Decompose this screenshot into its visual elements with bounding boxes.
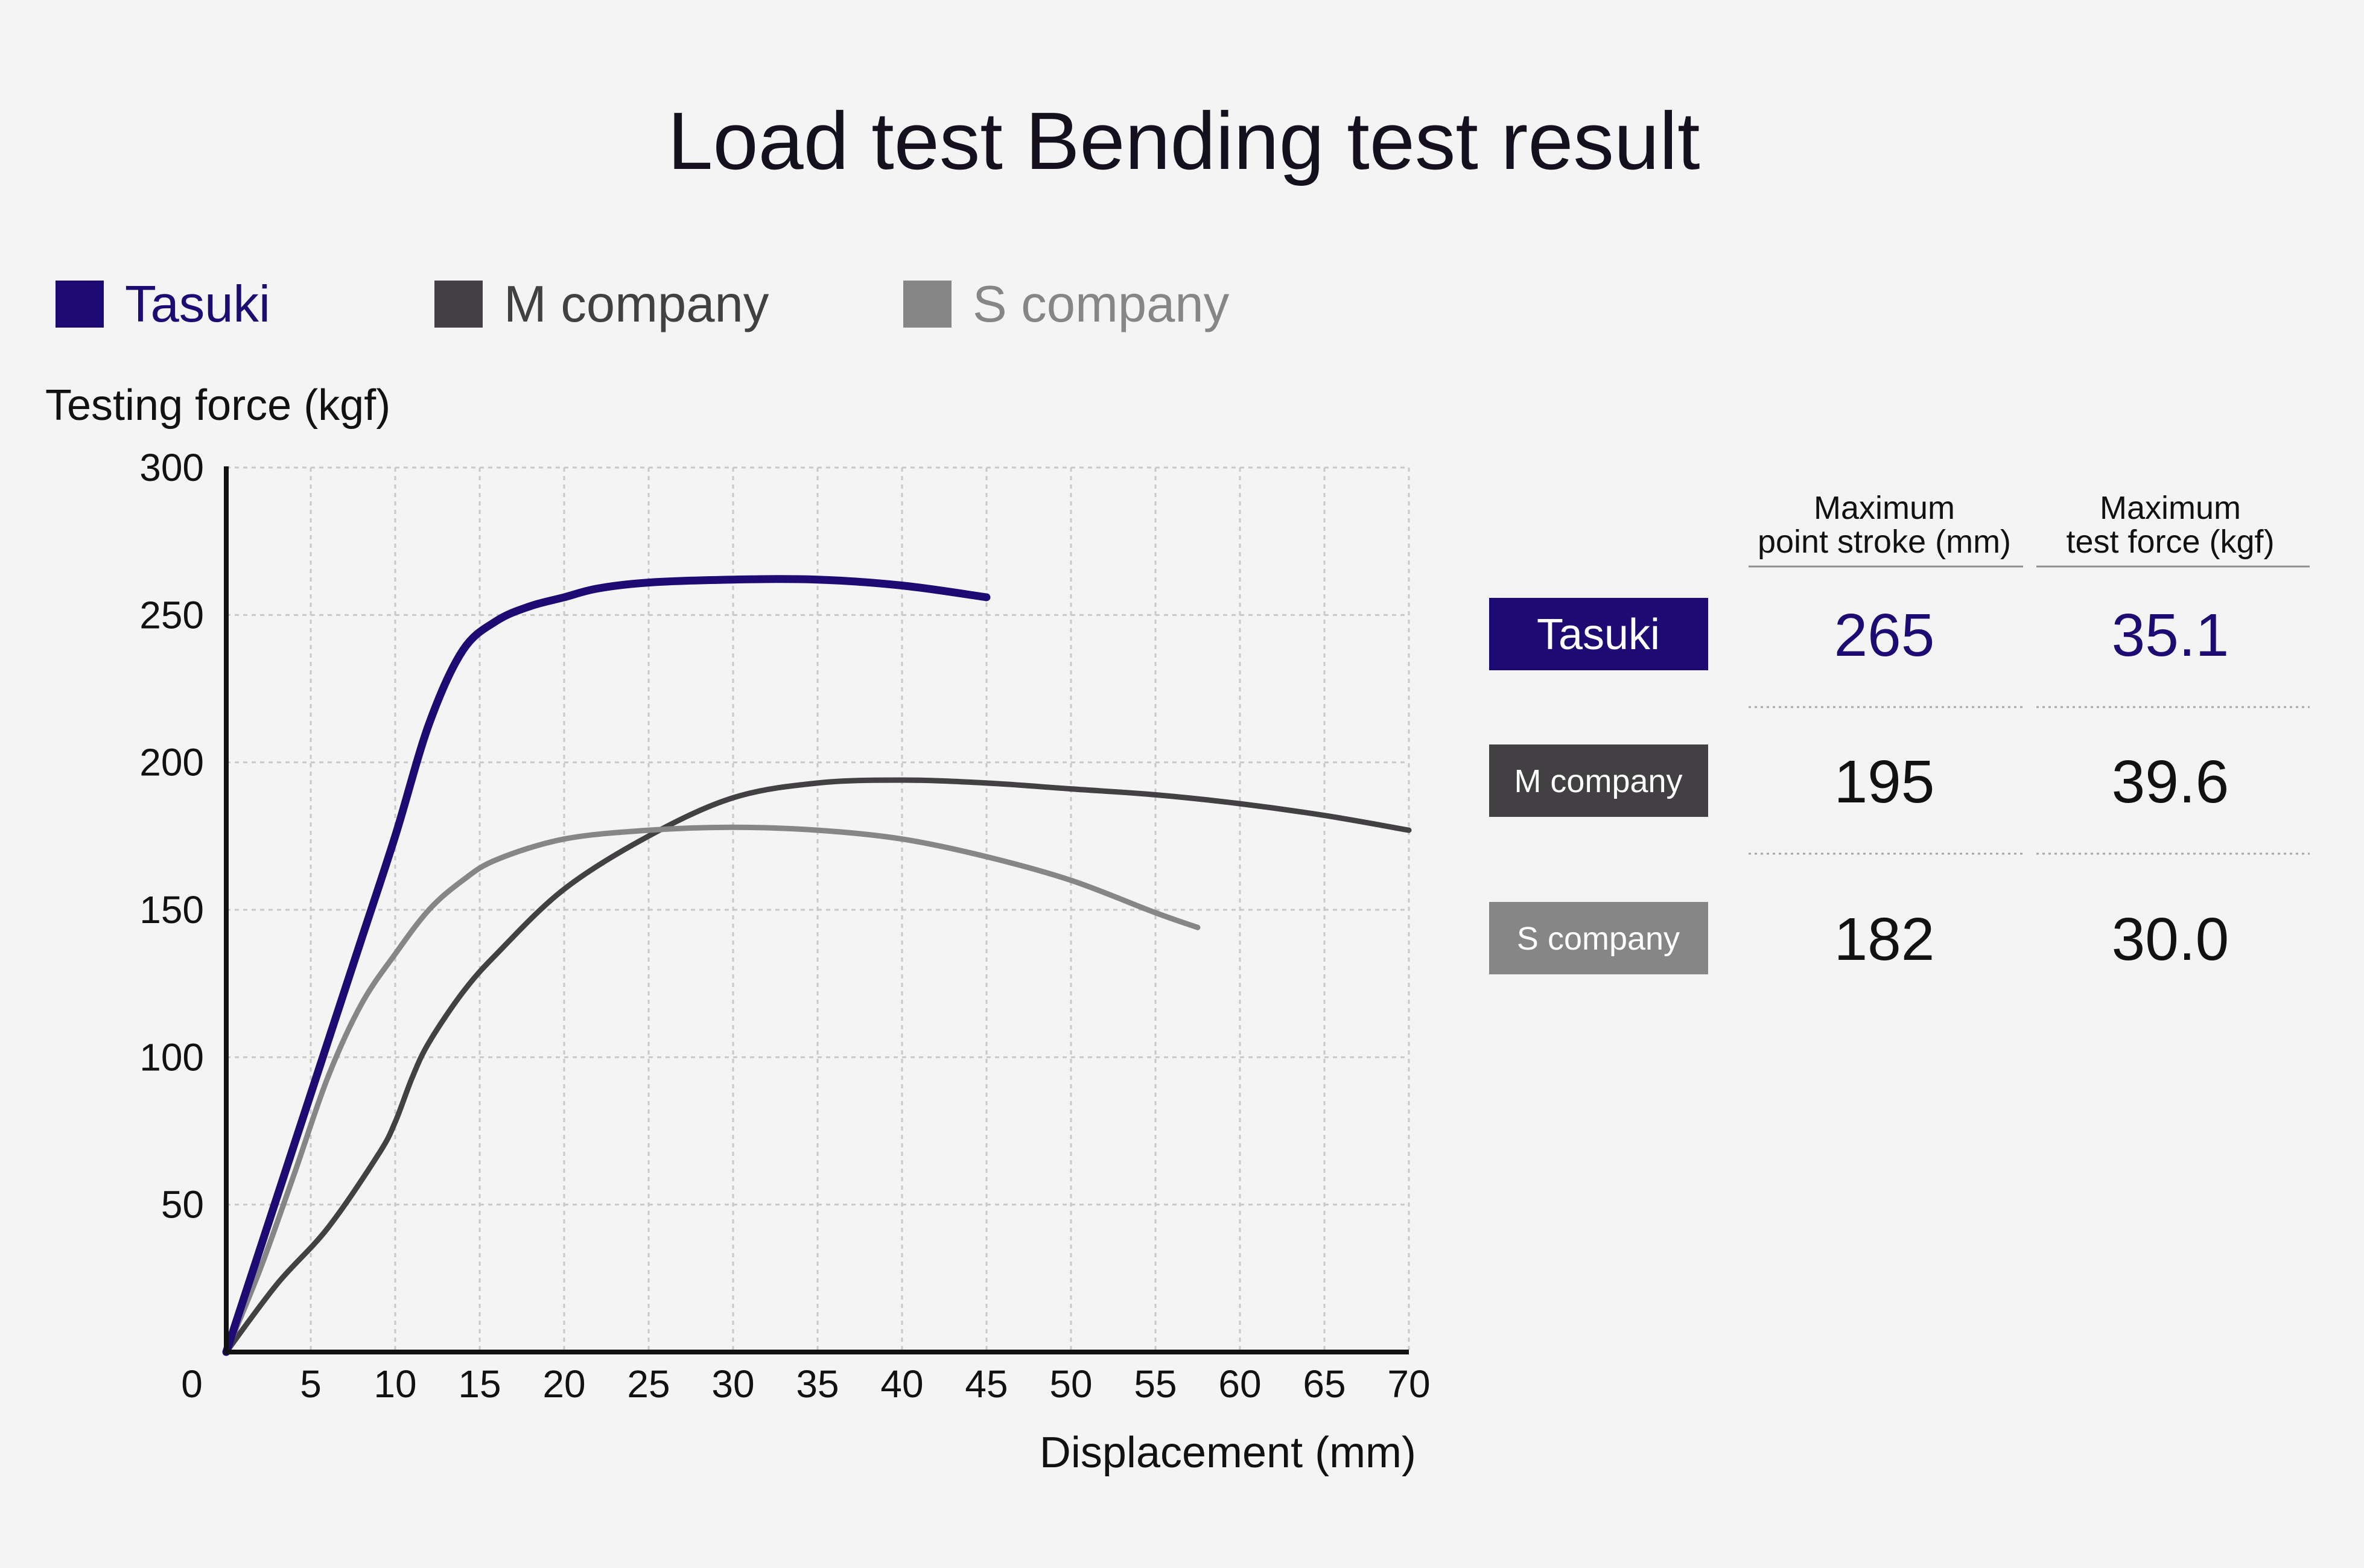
- legend-swatch-s-company: [903, 281, 952, 328]
- x-tick-label: 45: [965, 1362, 1008, 1406]
- x-tick-label: 10: [373, 1362, 416, 1406]
- table-cell-force: 30.0: [2112, 906, 2229, 973]
- x-tick-label: 5: [300, 1362, 322, 1406]
- plot-series: [222, 575, 1412, 1356]
- y-tick-label: 200: [139, 741, 204, 784]
- origin-tick-label: 0: [181, 1362, 203, 1406]
- gridlines: [226, 466, 1410, 1352]
- x-axis-title: Displacement (mm): [1040, 1429, 1416, 1477]
- table-row-label: S company: [1517, 921, 1680, 957]
- table-cell-stroke: 182: [1834, 906, 1935, 973]
- table-row-label: M company: [1514, 763, 1682, 799]
- series-line-tasuki: [222, 575, 991, 1356]
- legend: Tasuki M company S company: [56, 276, 1230, 333]
- series-line-s-company: [223, 824, 1201, 1355]
- x-tick-label: 25: [627, 1362, 670, 1406]
- y-tick-label: 150: [139, 888, 204, 932]
- y-tick-label: 100: [139, 1035, 204, 1079]
- y-tick-label: 250: [139, 593, 204, 636]
- x-tick-label: 20: [542, 1362, 585, 1406]
- table-column-header: Maximum: [1814, 490, 1955, 526]
- table-cell-force: 35.1: [2112, 601, 2229, 669]
- table-column-header: point stroke (mm): [1758, 524, 2011, 560]
- x-tick-label: 60: [1218, 1362, 1261, 1406]
- tick-labels: 5 10 15 20 25 30 35 40 45 50 55 60 65 70 50 100 150 200 25…: [139, 446, 1430, 1406]
- series-line-m-company: [223, 777, 1412, 1355]
- legend-label-s-company: S company: [973, 276, 1230, 333]
- table-row-badge-m-company: [1489, 744, 1708, 817]
- table-cell-force: 39.6: [2112, 748, 2229, 816]
- x-tick-label: 50: [1049, 1362, 1092, 1406]
- x-tick-label: 15: [458, 1362, 501, 1406]
- table-cell-stroke: 265: [1834, 601, 1935, 669]
- table-column-header: test force (kgf): [2066, 524, 2274, 560]
- legend-swatch-m-company: [434, 281, 483, 328]
- y-tick-label: 300: [139, 446, 204, 489]
- x-tick-label: 35: [796, 1362, 839, 1406]
- x-tick-label: 65: [1303, 1362, 1346, 1406]
- table-row-badge-tasuki: [1489, 598, 1708, 670]
- x-tick-label: 30: [711, 1362, 754, 1406]
- x-tick-label: 70: [1387, 1362, 1430, 1406]
- table-row-badge-s-company: [1489, 902, 1708, 974]
- table-column-header: Maximum: [2100, 490, 2241, 526]
- legend-swatch-tasuki: [56, 281, 104, 328]
- x-tick-label: 55: [1134, 1362, 1177, 1406]
- y-tick-label: 50: [161, 1183, 204, 1227]
- table-cell-stroke: 195: [1834, 748, 1935, 816]
- y-axis-title: Testing force (kgf): [45, 381, 390, 430]
- chart-title: Load test Bending test result: [667, 95, 1700, 186]
- table-row-label: Tasuki: [1537, 611, 1660, 659]
- legend-label-m-company: M company: [504, 276, 769, 333]
- axes: [224, 466, 1409, 1354]
- legend-label-tasuki: Tasuki: [125, 276, 270, 333]
- x-tick-label: 40: [880, 1362, 923, 1406]
